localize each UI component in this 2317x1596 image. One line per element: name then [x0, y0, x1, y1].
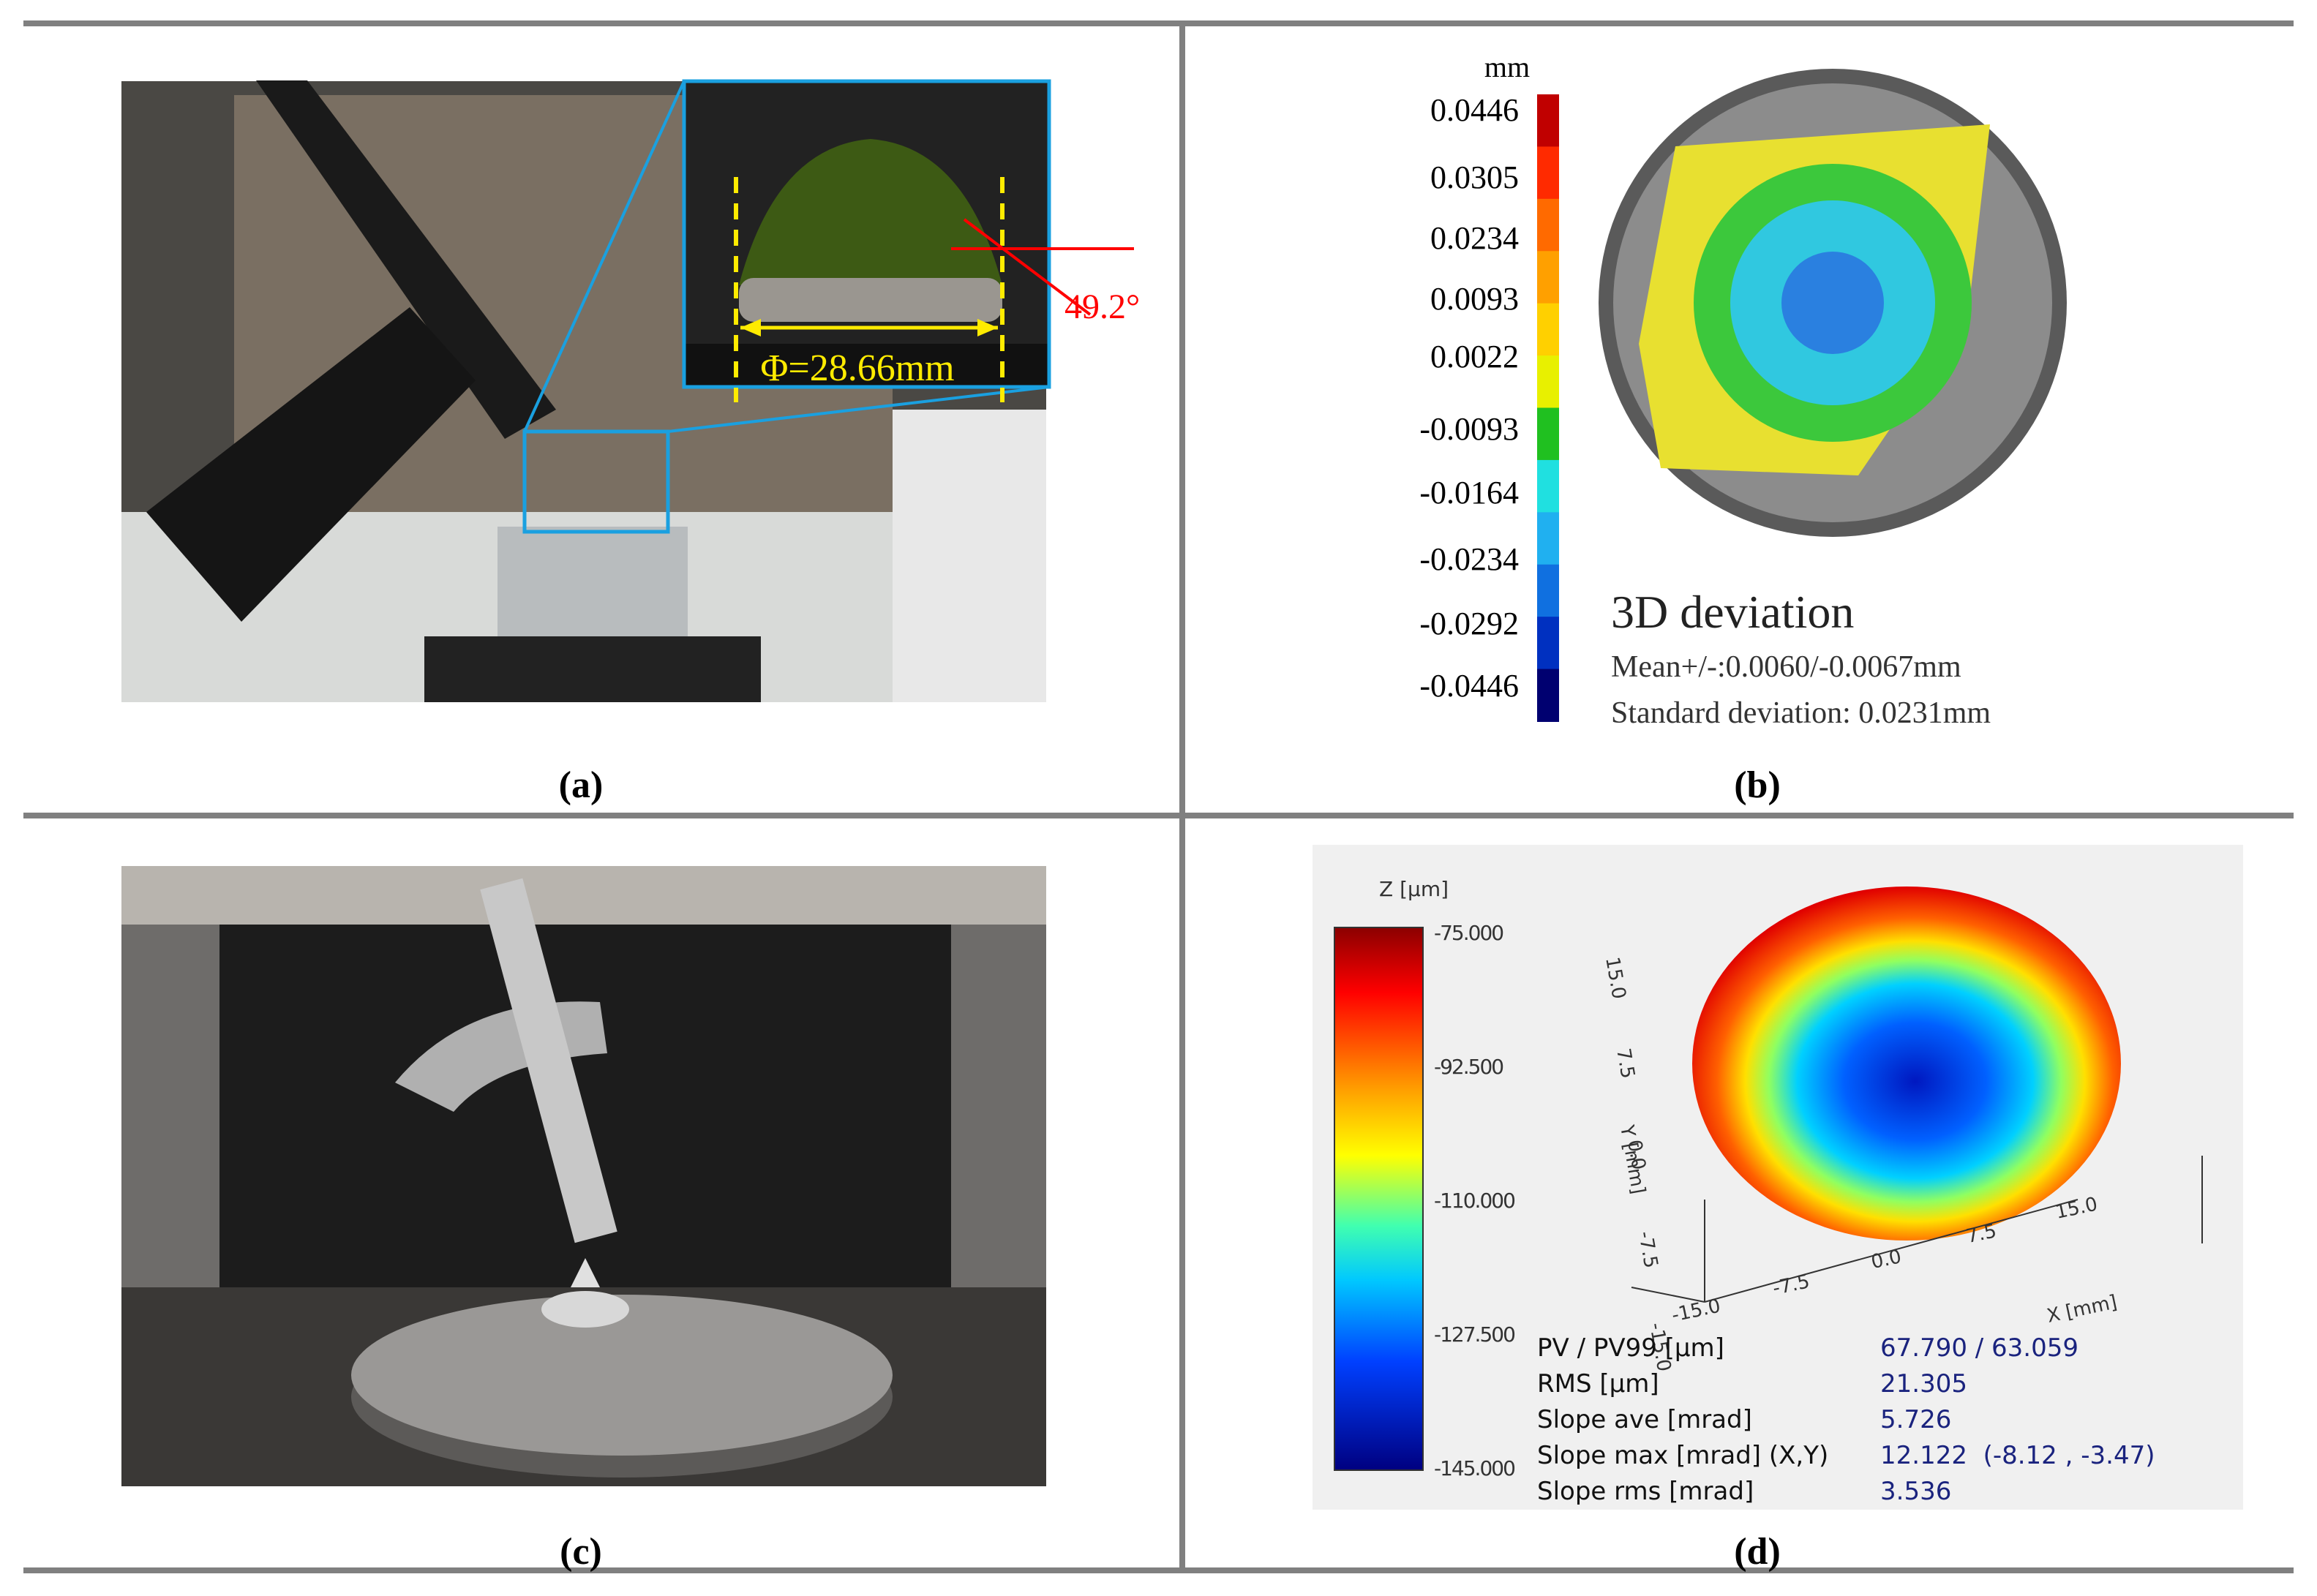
deviation-map: [1599, 69, 2067, 537]
stat-name: PV / PV99 [µm]: [1537, 1333, 1724, 1363]
colorbar-b-segment: [1537, 94, 1559, 148]
colorbar-b-segment: [1537, 617, 1559, 670]
diameter-label: Φ=28.66mm: [760, 347, 954, 389]
colorbar-b-label: -0.0164: [1419, 475, 1519, 511]
plot-box: [1631, 1156, 2203, 1303]
colorbar-b-segment: [1537, 564, 1559, 618]
surface-plot: [1692, 887, 2121, 1241]
deviation-title: 3D deviation: [1611, 586, 1854, 638]
stat-value: 12.122 (-8.12 , -3.47): [1880, 1441, 2155, 1470]
colorbar-b-segment: [1537, 251, 1559, 304]
colorbar-b-label: -0.0234: [1419, 541, 1519, 577]
frame: [23, 20, 2294, 1573]
colorbar-d: [1334, 927, 1424, 1471]
colorbar-b-label: -0.0292: [1419, 606, 1519, 641]
colorbar-b-segment: [1537, 146, 1559, 200]
colorbar-d-unit: Z [µm]: [1379, 877, 1449, 901]
y-tick-label: 7.5: [1612, 1047, 1639, 1080]
stat-name: Slope max [mrad] (X,Y): [1537, 1441, 1828, 1470]
stat-name: Slope rms [mrad]: [1537, 1477, 1754, 1506]
colorbar-b-segment: [1537, 303, 1559, 357]
y-tick-label: 0.0: [1623, 1138, 1650, 1172]
colorbar-b-label: 0.0093: [1430, 281, 1519, 317]
colorbar-b-segment: [1537, 512, 1559, 565]
stat-value: 67.790 / 63.059: [1880, 1333, 2078, 1363]
colorbar-b-segment: [1537, 355, 1559, 409]
colorbar-b-label: 0.0234: [1430, 220, 1519, 256]
colorbar-b-segment: [1537, 198, 1559, 252]
panel-caption: (c): [560, 1531, 602, 1573]
colorbar-d-label: -145.000: [1434, 1456, 1514, 1480]
colorbar-b-segment: [1537, 407, 1559, 461]
colorbar-b-label: -0.0446: [1419, 668, 1519, 704]
colorbar-b-unit: mm: [1484, 50, 1530, 83]
colorbar-b-segment: [1537, 669, 1559, 722]
stat-value: 5.726: [1880, 1405, 1951, 1434]
stat-value: 21.305: [1880, 1369, 1967, 1399]
deviation-stat: Standard deviation: 0.0231mm: [1611, 696, 1991, 730]
panel-caption: (a): [559, 764, 604, 806]
colorbar-d-label: -75.000: [1434, 921, 1503, 945]
deviation-stat: Mean+/-:0.0060/-0.0067mm: [1611, 650, 1961, 684]
colorbar-b-label: 0.0305: [1430, 159, 1519, 195]
inset-a: Φ=28.66mm 49.2°: [522, 79, 1140, 534]
colorbar-b-label: 0.0022: [1430, 339, 1519, 374]
stat-name: RMS [µm]: [1537, 1369, 1659, 1399]
colorbar-b-label: -0.0093: [1419, 411, 1519, 447]
panel-caption: (d): [1734, 1531, 1781, 1573]
angle-label: 49.2°: [1064, 287, 1140, 326]
panel-caption: (b): [1734, 764, 1781, 806]
photo-c: [121, 866, 1046, 1486]
colorbar-d-label: -110.000: [1434, 1189, 1514, 1213]
colorbar-d-label: -92.500: [1434, 1055, 1503, 1079]
colorbar-b-segment: [1537, 459, 1559, 513]
colorbar-d-label: -127.500: [1434, 1322, 1514, 1347]
stat-value: 3.536: [1880, 1477, 1951, 1506]
colorbar-b-label: 0.0446: [1430, 92, 1519, 128]
stat-name: Slope ave [mrad]: [1537, 1405, 1752, 1434]
